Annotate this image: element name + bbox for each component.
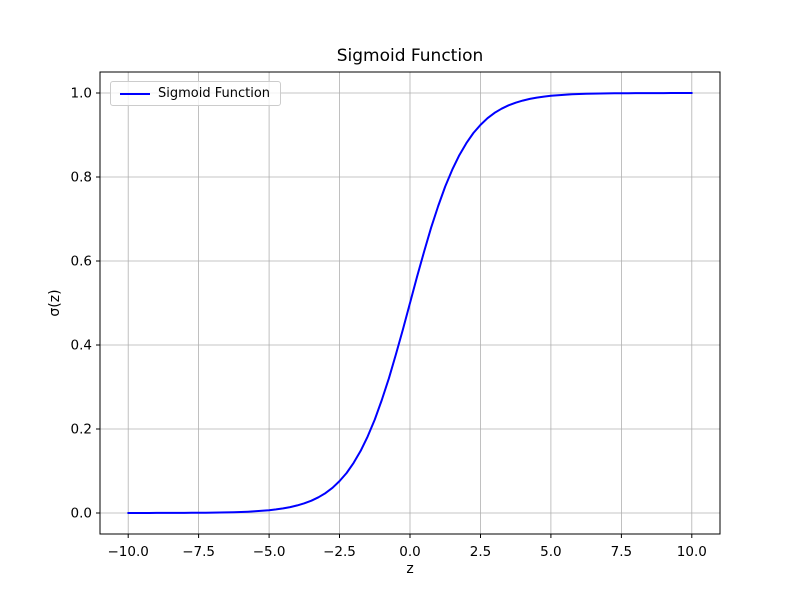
series-line-sigmoid — [127, 92, 693, 514]
x-tick-label: 2.5 — [470, 544, 491, 560]
y-tick-label: 0.0 — [71, 506, 92, 522]
x-tick-label: 5.0 — [540, 544, 561, 560]
y-tick-label: 0.4 — [71, 338, 92, 354]
y-tick-label: 1.0 — [71, 86, 92, 102]
chart-title: Sigmoid Function — [336, 46, 484, 66]
x-tick-label: −5.0 — [253, 544, 286, 560]
y-axis-label: σ(z) — [47, 289, 63, 317]
x-tick-label: −10.0 — [108, 544, 149, 560]
x-tick-label: 0.0 — [399, 544, 420, 560]
x-tick-label: 10.0 — [677, 544, 707, 560]
y-tick-label: 0.8 — [71, 170, 92, 186]
legend: Sigmoid Function — [110, 81, 282, 106]
plot-border — [99, 71, 721, 535]
x-tick-label: −7.5 — [182, 544, 215, 560]
legend-line-sample — [120, 92, 150, 95]
x-tick-label: −2.5 — [323, 544, 356, 560]
legend-entry-label: Sigmoid Function — [158, 86, 271, 101]
x-tick-label: 7.5 — [611, 544, 632, 560]
y-tick-label: 0.6 — [71, 254, 92, 270]
x-axis-label: z — [406, 561, 414, 577]
y-tick-label: 0.2 — [71, 422, 92, 438]
